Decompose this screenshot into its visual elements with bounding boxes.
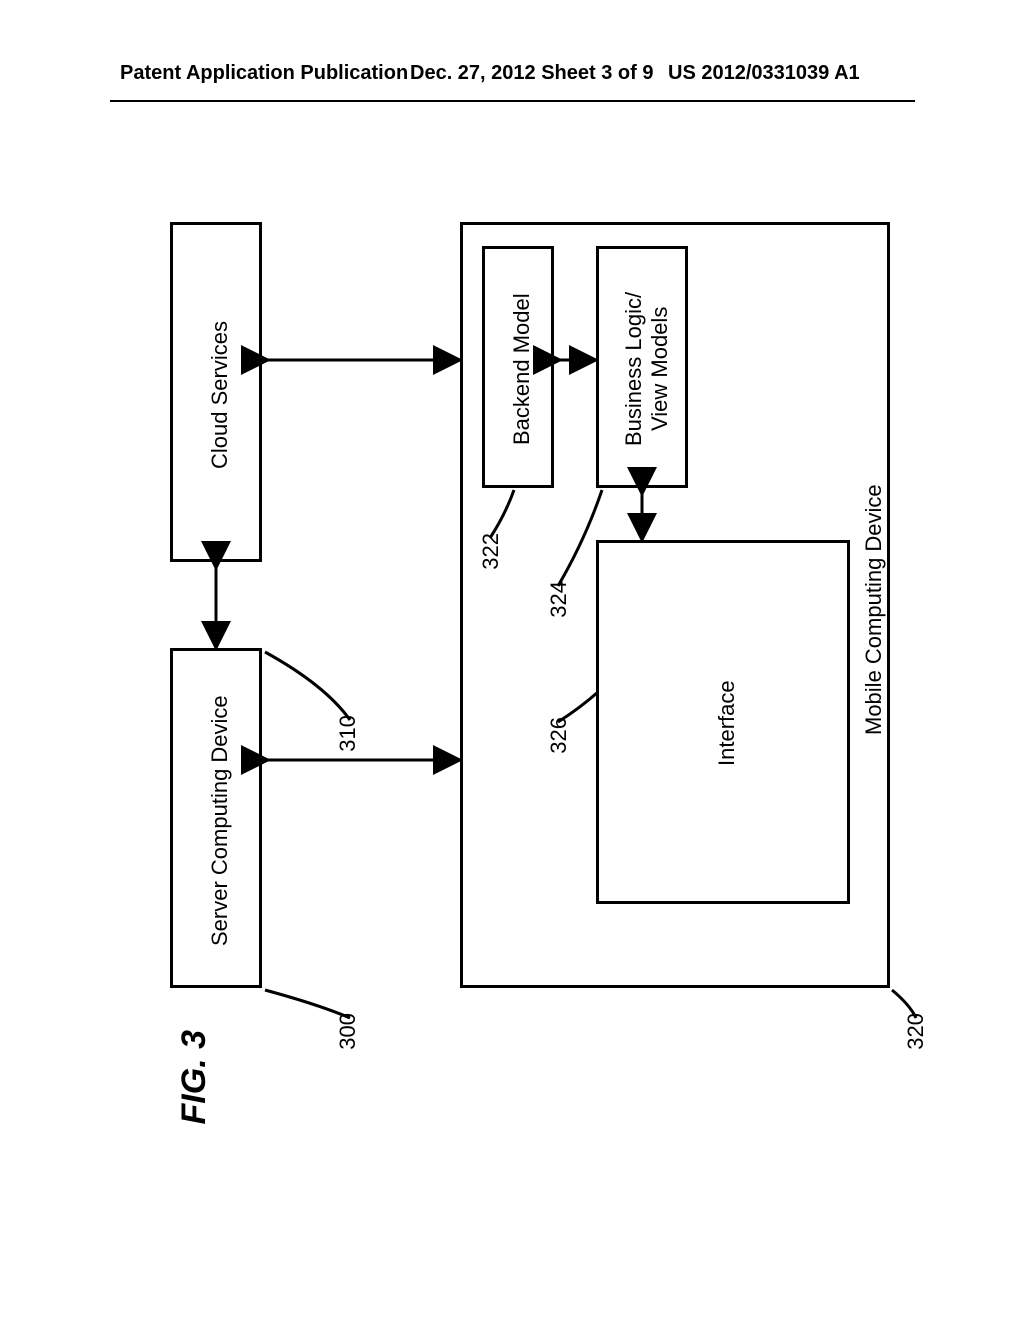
header-middle: Dec. 27, 2012 Sheet 3 of 9 xyxy=(410,62,653,85)
ref-300: 300 xyxy=(335,1013,361,1050)
leader-322 xyxy=(490,490,514,538)
header-left: Patent Application Publication xyxy=(120,62,408,85)
ref-320: 320 xyxy=(903,1013,929,1050)
leader-324 xyxy=(558,490,602,586)
ref-324: 324 xyxy=(546,581,572,618)
ref-310: 310 xyxy=(335,715,361,752)
page-root: Patent Application Publication Dec. 27, … xyxy=(0,0,1024,1320)
ref-322: 322 xyxy=(478,533,504,570)
header-rule xyxy=(110,100,915,102)
leader-310 xyxy=(265,652,350,720)
connectors xyxy=(120,160,920,1160)
ref-326: 326 xyxy=(546,717,572,754)
header-right: US 2012/0331039 A1 xyxy=(668,62,860,85)
figure-3-diagram: Cloud Services Server Computing Device M… xyxy=(120,160,905,1160)
figure-label: FIG. 3 xyxy=(175,1030,214,1124)
